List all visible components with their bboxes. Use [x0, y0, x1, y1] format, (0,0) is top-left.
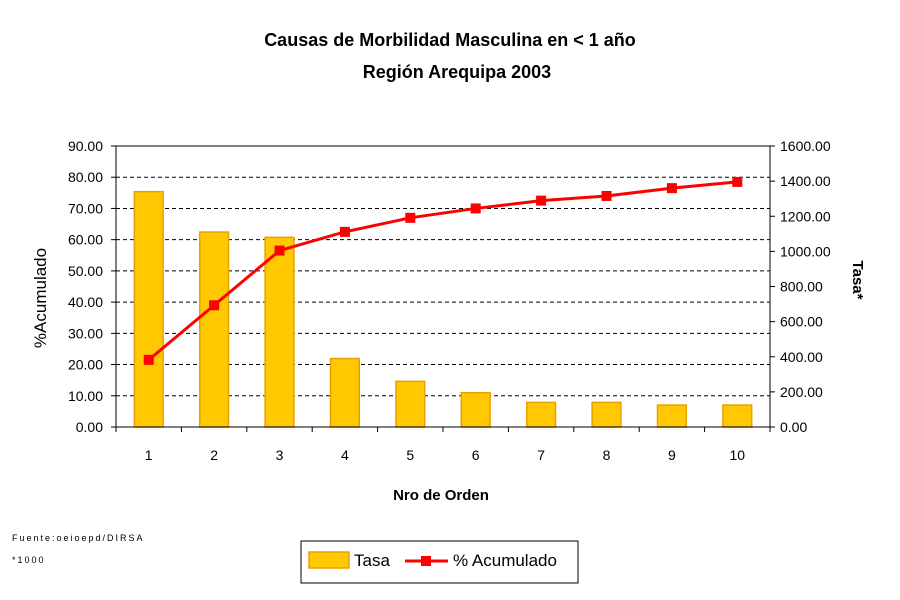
y-right-tick-label: 200.00 [780, 384, 823, 400]
legend: Tasa % Acumulado [300, 540, 579, 584]
bar-tasa-10 [722, 404, 753, 428]
point-acumulado-4 [339, 226, 350, 237]
y-right-tick-label: 1600.00 [780, 138, 831, 154]
y-left-tick-label: 20.00 [68, 357, 103, 373]
bars [133, 190, 753, 428]
y-left-tick-label: 60.00 [68, 232, 103, 248]
x-tick-label: 6 [472, 447, 480, 463]
legend-swatch-tasa [308, 551, 350, 569]
x-tick-label: 8 [603, 447, 611, 463]
point-acumulado-9 [666, 183, 677, 194]
x-tick-label: 4 [341, 447, 349, 463]
point-acumulado-8 [601, 190, 612, 201]
bar-tasa-5 [395, 380, 426, 428]
legend-label-acumulado: % Acumulado [453, 551, 557, 570]
y-left-tick-label: 40.00 [68, 294, 103, 310]
y-left-axis-label: %Acumulado [31, 248, 50, 348]
footnote: *1000 [12, 555, 46, 565]
y-left-tick-label: 70.00 [68, 200, 103, 216]
x-axis-label: Nro de Orden [393, 487, 489, 504]
y-right-tick-label: 1200.00 [780, 208, 831, 224]
point-acumulado-1 [143, 354, 154, 365]
bar-tasa-1 [133, 190, 164, 428]
chart-subtitle: Región Arequipa 2003 [363, 62, 551, 82]
line-acumulado [147, 180, 738, 362]
y-right-axis-label: Tasa* [849, 261, 866, 300]
y-right-tick-label: 600.00 [780, 314, 823, 330]
y-left-tick-label: 90.00 [68, 138, 103, 154]
point-acumulado-7 [536, 195, 547, 206]
legend-label-tasa: Tasa [354, 551, 390, 570]
x-tick-label: 9 [668, 447, 676, 463]
point-acumulado-10 [732, 176, 743, 187]
y-left-tick-label: 50.00 [68, 263, 103, 279]
y-left-tick-label: 0.00 [76, 419, 103, 435]
y-left-tick-label: 30.00 [68, 325, 103, 341]
x-tick-label: 5 [406, 447, 414, 463]
x-tick-label: 7 [537, 447, 545, 463]
x-tick-label: 10 [730, 447, 746, 463]
source-note: Fuente:oeioepd/DIRSA [12, 533, 145, 543]
bar-tasa-3 [264, 236, 295, 428]
legend-swatch-marker [421, 556, 431, 566]
y-left-tick-label: 80.00 [68, 169, 103, 185]
x-tick-label: 3 [276, 447, 284, 463]
bar-tasa-4 [329, 357, 361, 428]
point-acumulado-6 [470, 203, 481, 214]
cumulative-line [143, 176, 743, 365]
bar-tasa-9 [656, 404, 688, 428]
point-acumulado-5 [405, 212, 416, 223]
bar-tasa-7 [525, 401, 557, 428]
x-tick-label: 1 [145, 447, 153, 463]
y-left-tick-label: 10.00 [68, 388, 103, 404]
y-right-tick-label: 1000.00 [780, 243, 831, 259]
point-acumulado-2 [209, 300, 220, 311]
chart-title: Causas de Morbilidad Masculina en < 1 añ… [264, 30, 636, 50]
y-right-tick-label: 0.00 [780, 419, 807, 435]
x-tick-label: 2 [210, 447, 218, 463]
point-acumulado-3 [274, 245, 285, 256]
y-right-tick-label: 1400.00 [780, 173, 831, 189]
bar-tasa-2 [198, 231, 230, 428]
y-right-tick-label: 800.00 [780, 279, 823, 295]
y-right-tick-label: 400.00 [780, 349, 823, 365]
bar-tasa-6 [460, 392, 491, 428]
axes: 0.0010.0020.0030.0040.0050.0060.0070.008… [68, 138, 831, 463]
bar-tasa-8 [591, 401, 622, 428]
